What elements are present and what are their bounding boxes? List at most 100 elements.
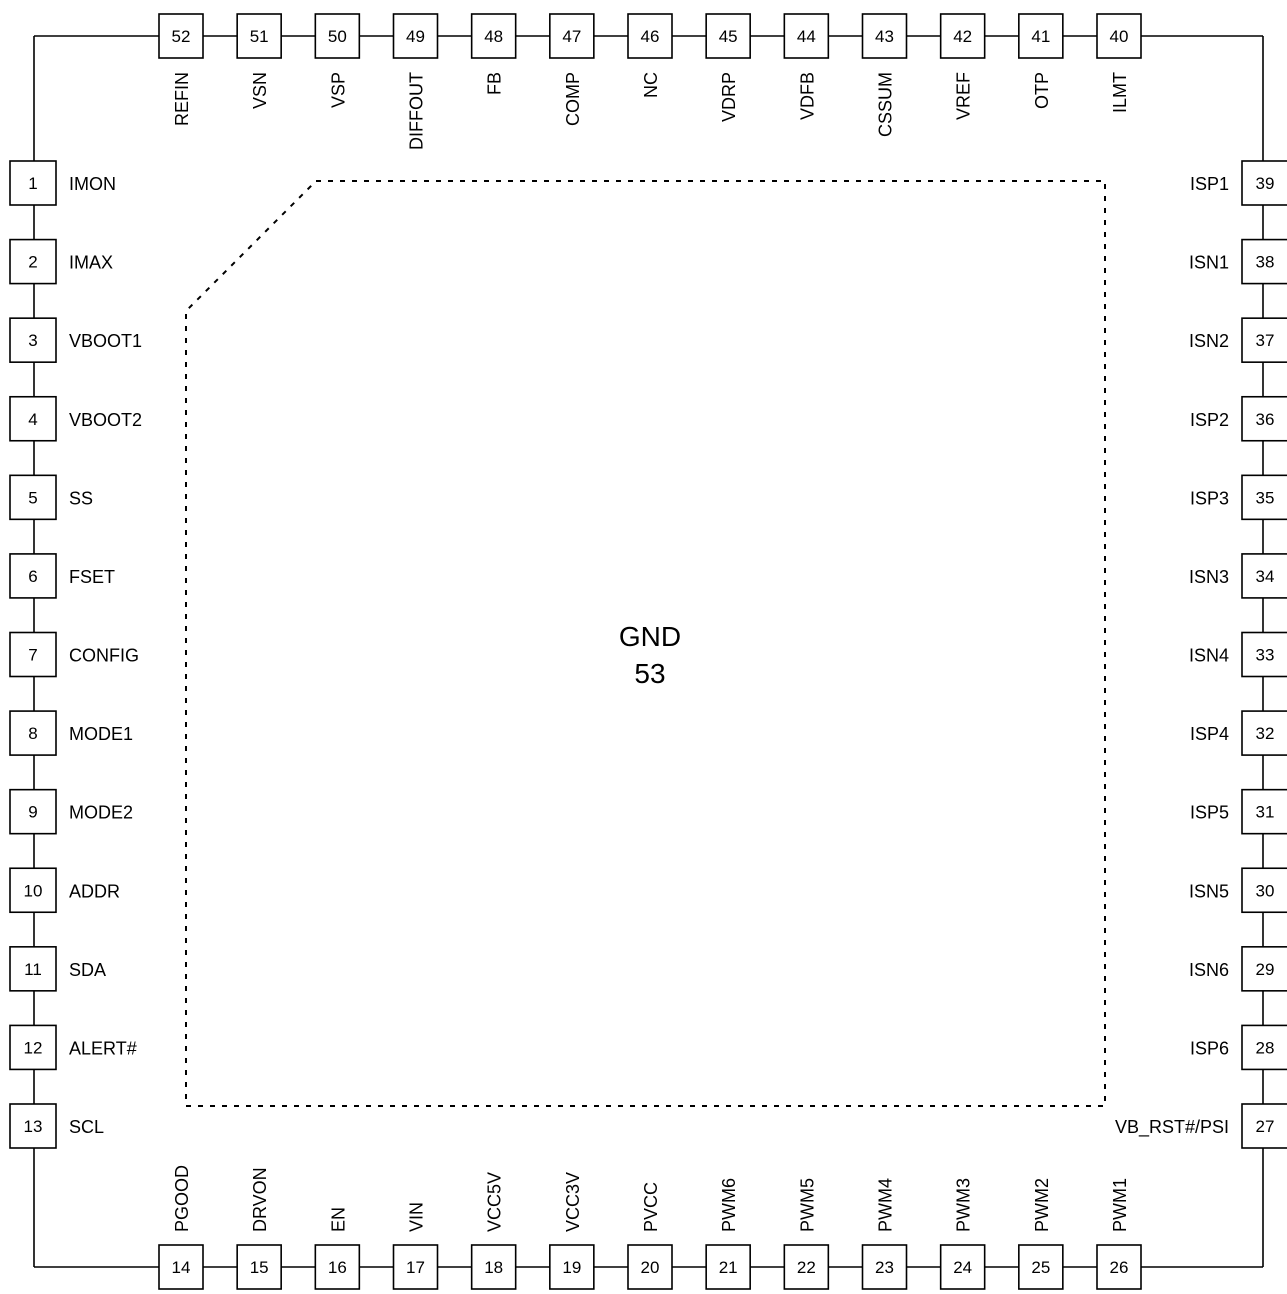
pin-box (392, 1244, 439, 1290)
pin-label: VB_RST#/PSI (1115, 1117, 1229, 1138)
pin-number: 23 (875, 1258, 894, 1277)
pin-pwm6: 21 (705, 1244, 751, 1290)
pin-box (9, 867, 57, 914)
pin-number: 1 (28, 174, 37, 193)
pin-number: 2 (28, 253, 37, 272)
pin-number: 33 (1256, 646, 1275, 665)
pin-label: ISP6 (1190, 1038, 1229, 1058)
pin-label: NC (641, 72, 661, 98)
pin-number: 29 (1256, 960, 1275, 979)
pin-label: DRVON (250, 1167, 270, 1232)
pin-label: PWM6 (719, 1178, 739, 1232)
pin-number: 6 (28, 567, 37, 586)
pin-sda: 11 (9, 946, 57, 992)
pin-label: VBOOT2 (69, 410, 142, 430)
pin-pwm4: 23 (861, 1244, 908, 1290)
pin-box (783, 1244, 830, 1290)
pin-config: 7 (9, 631, 57, 678)
pin-box (783, 13, 830, 59)
pin-isp4: 32 (1241, 710, 1287, 756)
pin-pvcc: 20 (627, 1244, 673, 1290)
pin-number: 42 (953, 27, 972, 46)
pin-number: 8 (28, 724, 37, 743)
pin-number: 31 (1256, 803, 1275, 822)
pin-box (1241, 474, 1287, 521)
pin-box (705, 13, 751, 59)
pin-mode2: 9 (9, 788, 57, 835)
pin-isp2: 36 (1241, 395, 1287, 442)
pin-pwm3: 24 (939, 1244, 986, 1290)
pin-number: 25 (1031, 1258, 1050, 1277)
pin-number: 52 (172, 27, 191, 46)
pin-number: 35 (1256, 488, 1275, 507)
pin-box (314, 13, 361, 59)
pin-vdrp: 45 (705, 13, 751, 59)
pin-label: ISN2 (1189, 331, 1229, 351)
pin-label: ISP3 (1190, 488, 1229, 508)
pin-box (861, 13, 908, 59)
pin-box (9, 238, 57, 285)
pin-number: 3 (28, 331, 37, 350)
pin-ilmt: 40 (1096, 13, 1142, 59)
pin-number: 15 (250, 1258, 269, 1277)
pin-label: PWM1 (1110, 1178, 1130, 1232)
pin-label: PGOOD (172, 1165, 192, 1232)
pin-box (9, 631, 57, 678)
pin-box (236, 13, 282, 59)
exposed-pad-name: GND (619, 621, 681, 652)
pin-box (314, 1244, 361, 1290)
pin-box (9, 395, 57, 442)
pin-refin: 52 (158, 13, 204, 59)
pin-drvon: 15 (236, 1244, 282, 1290)
pin-label: REFIN (172, 72, 192, 126)
pin-en: 16 (314, 1244, 361, 1290)
pin-vsn: 51 (236, 13, 282, 59)
pin-pwm1: 26 (1096, 1244, 1142, 1290)
pin-label: FB (485, 72, 505, 95)
pin-label: VSN (250, 72, 270, 109)
pin-cssum: 43 (861, 13, 908, 59)
pin-box (939, 13, 986, 59)
pin-number: 20 (641, 1258, 660, 1277)
pin-isn5: 30 (1241, 867, 1287, 914)
pin-isn3: 34 (1241, 553, 1287, 599)
pin-label: PVCC (641, 1182, 661, 1232)
pin-label: SS (69, 488, 93, 508)
pin-label: PWM5 (797, 1178, 817, 1232)
pin-scl: 13 (9, 1103, 57, 1149)
pin-vcc3v: 19 (549, 1244, 595, 1290)
pin-box (1096, 13, 1142, 59)
pin-number: 11 (24, 960, 42, 979)
pin-number: 26 (1110, 1258, 1129, 1277)
pin-number: 39 (1256, 174, 1275, 193)
pin-number: 24 (953, 1258, 972, 1277)
pin-number: 46 (641, 27, 660, 46)
pin-box (1241, 788, 1287, 835)
pin-isn6: 29 (1241, 946, 1287, 992)
pin-label: VDRP (719, 72, 739, 122)
pin-number: 30 (1256, 881, 1275, 900)
pin-number: 17 (406, 1258, 425, 1277)
pin-box (1018, 1244, 1064, 1290)
pin-label: VCC5V (485, 1172, 505, 1232)
pin-fset: 6 (9, 553, 57, 599)
pin-label: ALERT# (69, 1038, 137, 1058)
pin-label: PWM2 (1032, 1178, 1052, 1232)
pin-box (9, 1024, 57, 1071)
pin-box (1241, 238, 1287, 285)
pin-group: 1 IMON 2 IMAX 3 VBOOT1 4 VBOOT2 5 SS 6 FSET 7 CONFIG 8… (9, 13, 1287, 1290)
pin-isn1: 38 (1241, 238, 1287, 285)
pin-label: EN (328, 1207, 348, 1232)
pin-pwm2: 25 (1018, 1244, 1064, 1290)
pin-vin: 17 (392, 1244, 439, 1290)
pin-number: 22 (797, 1258, 816, 1277)
pin-label: CSSUM (876, 72, 896, 137)
pin-number: 16 (328, 1258, 347, 1277)
pin-label: PWM4 (876, 1178, 896, 1232)
pin-vref: 42 (939, 13, 986, 59)
pin-isp5: 31 (1241, 788, 1287, 835)
pin-label: IMAX (69, 253, 113, 273)
pin-isp1: 39 (1241, 160, 1287, 206)
pin-number: 50 (328, 27, 347, 46)
